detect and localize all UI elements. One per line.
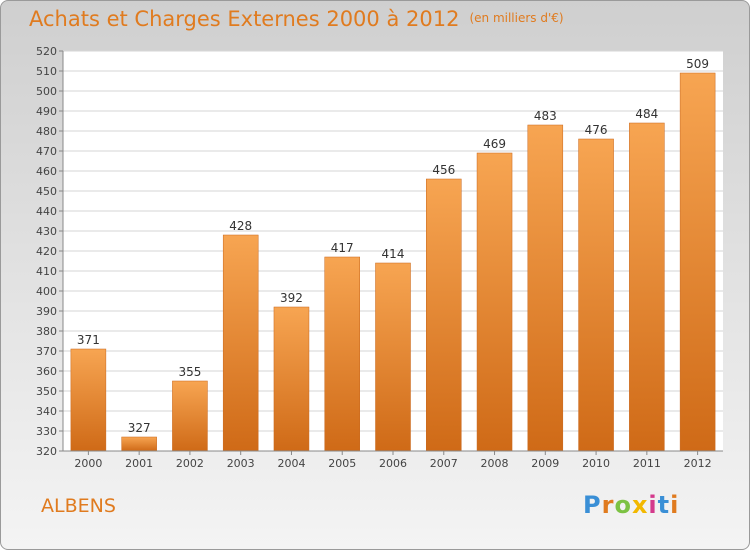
bar-2004 (273, 306, 310, 452)
logo-letter: o (614, 491, 632, 519)
bar-2002 (172, 380, 208, 452)
bar-value-label: 371 (77, 333, 100, 347)
x-tick-label: 2001 (125, 457, 153, 470)
y-tick-label: 500 (36, 85, 57, 98)
bar-2006 (375, 262, 411, 452)
logo-letter: x (631, 491, 649, 519)
logo-letter: t (657, 491, 671, 519)
proxiti-logo: Proxiti (583, 491, 679, 519)
logo-letter: i (670, 491, 680, 519)
x-axis: 2000 2001 2002 2003 2004 2005 2006 2007 2008 2009… (74, 451, 712, 470)
chart-subtitle: (en milliers d'€) (469, 11, 564, 25)
y-tick-label: 410 (36, 265, 57, 278)
y-tick-label: 480 (36, 125, 57, 138)
bar-2008 (476, 152, 513, 452)
y-axis: 320 330 340 350 360 370 380 390 400 410 420 430 440 4… (36, 45, 63, 458)
x-tick-label: 2005 (328, 457, 356, 470)
y-tick-label: 320 (36, 445, 57, 458)
bar-2012 (679, 72, 716, 452)
x-tick-label: 2006 (379, 457, 407, 470)
bar-2010 (578, 138, 614, 452)
y-tick-label: 330 (36, 425, 57, 438)
y-tick-label: 490 (36, 105, 57, 118)
bar-2000 (70, 348, 107, 452)
y-tick-label: 390 (36, 305, 57, 318)
logo-letter: P (583, 491, 602, 519)
bar-2009 (527, 124, 564, 452)
y-tick-label: 430 (36, 225, 57, 238)
bar-value-label: 484 (635, 107, 658, 121)
bar-value-label: 483 (534, 109, 557, 123)
bar-value-label: 456 (432, 163, 455, 177)
y-tick-label: 460 (36, 165, 57, 178)
bar-value-label: 414 (382, 247, 405, 261)
x-tick-label: 2012 (684, 457, 712, 470)
bar-value-label: 392 (280, 291, 303, 305)
bar-value-label: 509 (686, 57, 709, 71)
y-tick-label: 470 (36, 145, 57, 158)
x-tick-label: 2004 (277, 457, 305, 470)
bars: 371 327 355 428 392 417 414 456 469 483 476 484 509 (70, 57, 716, 452)
chart-title-text: Achats et Charges Externes 2000 à 2012 (29, 7, 460, 31)
logo-letter: r (601, 491, 615, 519)
bar-value-label: 476 (585, 123, 608, 137)
y-tick-label: 440 (36, 205, 57, 218)
bar-value-label: 327 (128, 421, 151, 435)
logo-letter: i (648, 491, 658, 519)
y-tick-label: 520 (36, 45, 57, 58)
y-tick-label: 370 (36, 345, 57, 358)
x-tick-label: 2008 (481, 457, 509, 470)
y-tick-label: 350 (36, 385, 57, 398)
bar-2007 (426, 178, 462, 452)
x-tick-label: 2003 (227, 457, 255, 470)
x-tick-label: 2007 (430, 457, 458, 470)
y-tick-label: 420 (36, 245, 57, 258)
bar-value-label: 428 (229, 219, 252, 233)
commune-name: ALBENS (41, 495, 116, 517)
x-tick-label: 2000 (74, 457, 102, 470)
bar-2003 (222, 234, 259, 452)
bar-2011 (629, 122, 665, 452)
y-tick-label: 380 (36, 325, 57, 338)
x-tick-label: 2010 (582, 457, 610, 470)
x-tick-label: 2009 (531, 457, 559, 470)
y-tick-label: 340 (36, 405, 57, 418)
y-tick-label: 510 (36, 65, 57, 78)
y-tick-label: 450 (36, 185, 57, 198)
bar-value-label: 417 (331, 241, 354, 255)
y-tick-label: 360 (36, 365, 57, 378)
x-tick-label: 2002 (176, 457, 204, 470)
bar-value-label: 469 (483, 137, 506, 151)
chart-title: Achats et Charges Externes 2000 à 2012 (e… (29, 7, 564, 31)
bar-2005 (324, 256, 360, 452)
bar-value-label: 355 (178, 365, 201, 379)
x-tick-label: 2011 (633, 457, 661, 470)
y-tick-label: 400 (36, 285, 57, 298)
bar-2001 (121, 436, 157, 452)
